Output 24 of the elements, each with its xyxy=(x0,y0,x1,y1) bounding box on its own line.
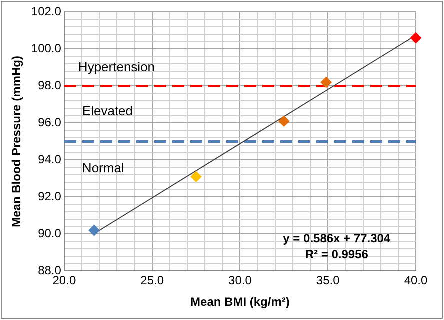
point xyxy=(410,32,422,44)
annotation: R² = 0.9956 xyxy=(305,248,369,262)
y-tick-label: 90.0 xyxy=(38,226,62,241)
x-tick-label: 25.0 xyxy=(140,274,164,288)
x-tick-label: 30.0 xyxy=(228,274,252,288)
point xyxy=(88,225,100,236)
y-axis-title: Mean Blood Pressure (mmHg) xyxy=(10,56,24,228)
y-tick-label: 92.0 xyxy=(38,190,62,204)
x-tick-label: 20.0 xyxy=(52,274,76,288)
point xyxy=(278,116,290,127)
x-axis-title: Mean BMI (kg/m²) xyxy=(190,295,290,310)
x-tick-label: 35.0 xyxy=(316,274,340,288)
y-tick-label: 96.0 xyxy=(38,116,62,130)
x-tick-label: 40.0 xyxy=(404,274,428,288)
y-tick-label: 100.0 xyxy=(31,42,62,56)
y-tick-label: 98.0 xyxy=(38,78,62,93)
y-tick-label: 102.0 xyxy=(31,4,62,19)
annotation: Normal xyxy=(82,160,124,176)
annotation: Hypertension xyxy=(78,59,156,74)
y-tick-label: 94.0 xyxy=(38,152,62,167)
annotation: y = 0.586x + 77.304 xyxy=(283,232,391,246)
annotation: Elevated xyxy=(82,103,134,118)
point xyxy=(190,171,202,182)
point xyxy=(320,77,332,88)
